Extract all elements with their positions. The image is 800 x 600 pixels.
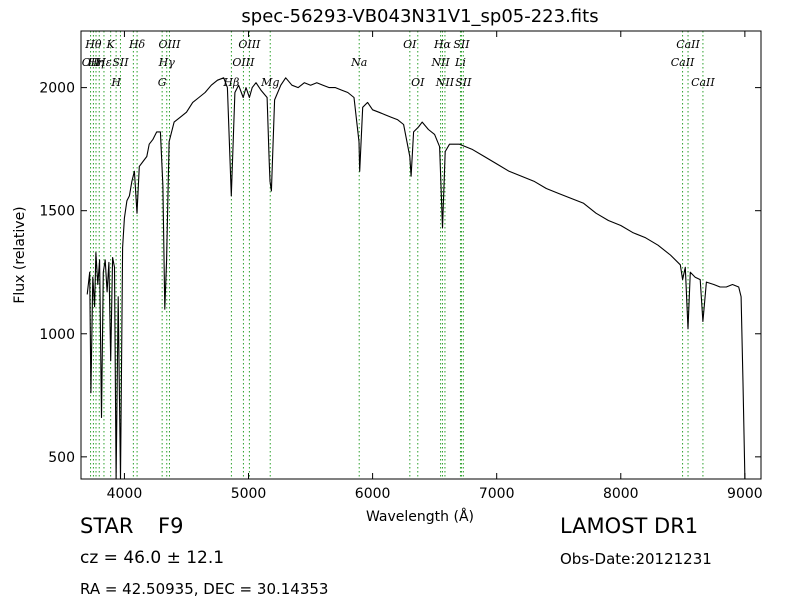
y-tick-label: 2000 xyxy=(39,81,75,97)
y-tick-label: 500 xyxy=(48,450,75,466)
spectral-line-label: OIII xyxy=(232,56,255,69)
spectral-line-label: Li xyxy=(454,56,466,69)
spectral-line-label: Hδ xyxy=(128,38,146,51)
spectral-line-label: OIII xyxy=(238,38,261,51)
spectral-line-label: Na xyxy=(350,56,367,69)
x-tick-label: 6000 xyxy=(355,486,391,502)
redshift-value: cz = 46.0 ± 12.1 xyxy=(80,548,225,568)
spectral-line-markers xyxy=(90,31,704,479)
spectral-line-label: OII xyxy=(82,56,100,69)
y-tick-label: 1500 xyxy=(39,204,75,220)
obs-date: Obs-Date:20121231 xyxy=(560,550,712,568)
spectral-line-labels: OIIHθHηHεKHSIIHδGHγOIIIHβOIIIOIIIMgNaOIO… xyxy=(82,38,716,89)
object-subclass: F9 xyxy=(158,514,184,538)
spectral-line-label: Hγ xyxy=(158,56,176,69)
coordinates: RA = 42.50935, DEC = 30.14353 xyxy=(80,580,329,598)
spectral-line-label: G xyxy=(158,76,167,89)
spectral-line-label: Mg xyxy=(260,76,279,89)
x-tick-label: 7000 xyxy=(479,486,515,502)
y-axis-label: Flux (relative) xyxy=(12,206,28,303)
spectral-line-label: CaII xyxy=(691,76,715,89)
spectral-line-label: NII xyxy=(430,56,450,69)
object-class: STAR xyxy=(80,514,134,538)
spectral-line-label: Hε xyxy=(95,56,112,69)
spectral-line-label: H xyxy=(110,76,121,89)
plot-frame xyxy=(80,30,762,480)
survey-name: LAMOST DR1 xyxy=(560,514,699,538)
x-axis-label: Wavelength (Å) xyxy=(366,508,474,525)
spectral-line-label: CaII xyxy=(676,38,700,51)
spectral-line-label: Hα xyxy=(433,38,452,51)
spectral-line-label: SII xyxy=(453,38,470,51)
spectral-line-label: Hθ xyxy=(84,38,102,51)
spectral-line-label: CaII xyxy=(671,56,695,69)
spectral-line-label: NII xyxy=(435,76,455,89)
x-tick-label: 5000 xyxy=(231,486,267,502)
y-tick-label: 1000 xyxy=(39,327,75,343)
spectral-line-label: K xyxy=(106,38,116,51)
spectral-line-label: OI xyxy=(403,38,417,51)
spectrum-line xyxy=(86,77,746,480)
spectral-line-label: Hη xyxy=(87,56,105,69)
x-tick-label: 9000 xyxy=(727,486,763,502)
axis-ticks: 4000 5000 6000 7000 8000 9000 500 1000 1500 2000 xyxy=(39,31,763,502)
chart-title: spec-56293-VB043N31V1_sp05-223.fits xyxy=(241,6,598,27)
spectral-line-label: SII xyxy=(112,56,129,69)
spectral-line-label: OI xyxy=(411,76,425,89)
x-tick-label: 8000 xyxy=(603,486,639,502)
x-tick-label: 4000 xyxy=(107,486,143,502)
spectral-line-label: SII xyxy=(455,76,472,89)
spectral-line-label: OIII xyxy=(158,38,181,51)
